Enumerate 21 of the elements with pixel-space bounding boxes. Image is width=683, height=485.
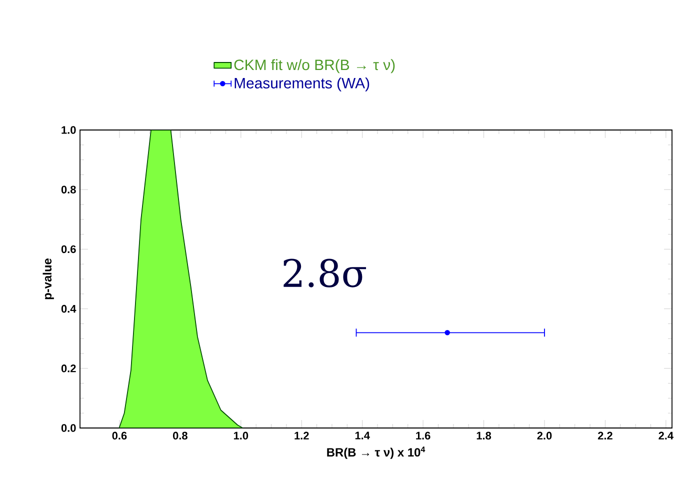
legend-label: Measurements (WA) (234, 77, 370, 92)
y-tick-label: 0.2 (61, 364, 76, 372)
x-tick-label: 2.4 (658, 432, 674, 440)
x-tick-label: 2.2 (598, 432, 612, 440)
y-tick-label: 0.0 (61, 424, 76, 432)
text: BR(B → τ ν) x 10$^{4}$ (327, 446, 426, 459)
x-tick-label: 0.6 (112, 432, 127, 440)
x-tick-label: 0.8 (173, 432, 188, 440)
y-axis-title: p-value (42, 258, 54, 300)
y-tick-label: 0.4 (61, 304, 76, 313)
x-tick-label: 2.0 (537, 432, 552, 440)
legend-label: CKM fit w/o BR(B → τ ν) (234, 59, 395, 74)
x-tick-label: 1.4 (355, 432, 370, 440)
y-tick-label: 1.0 (62, 126, 76, 134)
y-tick-label: 0.6 (61, 245, 76, 254)
x-tick-label: 1.6 (416, 432, 430, 440)
annotation: 2.8σ (284, 258, 366, 288)
y-tick-label: 0.8 (61, 186, 76, 194)
x-tick-label: 1.2 (294, 432, 309, 440)
x-tick-label: 1.8 (476, 432, 492, 440)
x-tick-label: 1.0 (234, 432, 248, 440)
